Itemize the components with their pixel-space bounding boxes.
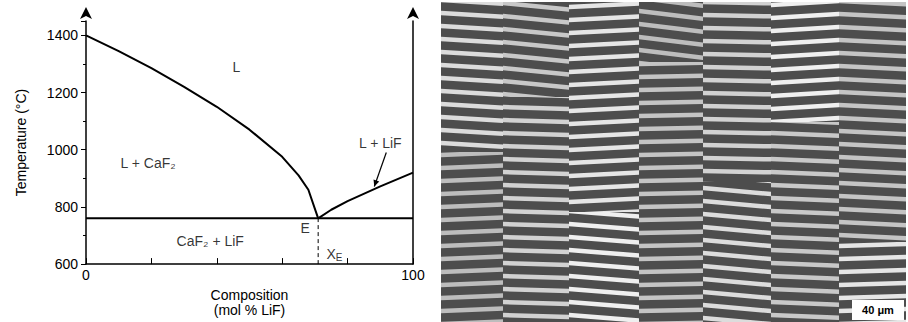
svg-text:800: 800 [55, 199, 79, 215]
svg-text:100: 100 [401, 267, 425, 283]
svg-text:Temperature (°C): Temperature (°C) [13, 89, 29, 197]
svg-text:0: 0 [82, 267, 90, 283]
svg-text:L + LiF: L + LiF [359, 135, 402, 151]
svg-text:L + CaF₂: L + CaF₂ [121, 155, 176, 171]
svg-text:1200: 1200 [47, 85, 78, 101]
svg-text:1400: 1400 [47, 27, 78, 43]
svg-text:1000: 1000 [47, 142, 78, 158]
svg-text:E: E [336, 252, 343, 263]
svg-text:X: X [326, 246, 336, 263]
svg-text:E: E [300, 220, 309, 236]
svg-text:L: L [233, 59, 241, 75]
svg-text:Composition: Composition [211, 287, 289, 303]
svg-text:600: 600 [55, 256, 79, 272]
svg-text:40 μm: 40 μm [862, 304, 894, 316]
svg-text:CaF₂ + LiF: CaF₂ + LiF [177, 233, 244, 249]
svg-text:(mol % LiF): (mol % LiF) [214, 302, 286, 318]
